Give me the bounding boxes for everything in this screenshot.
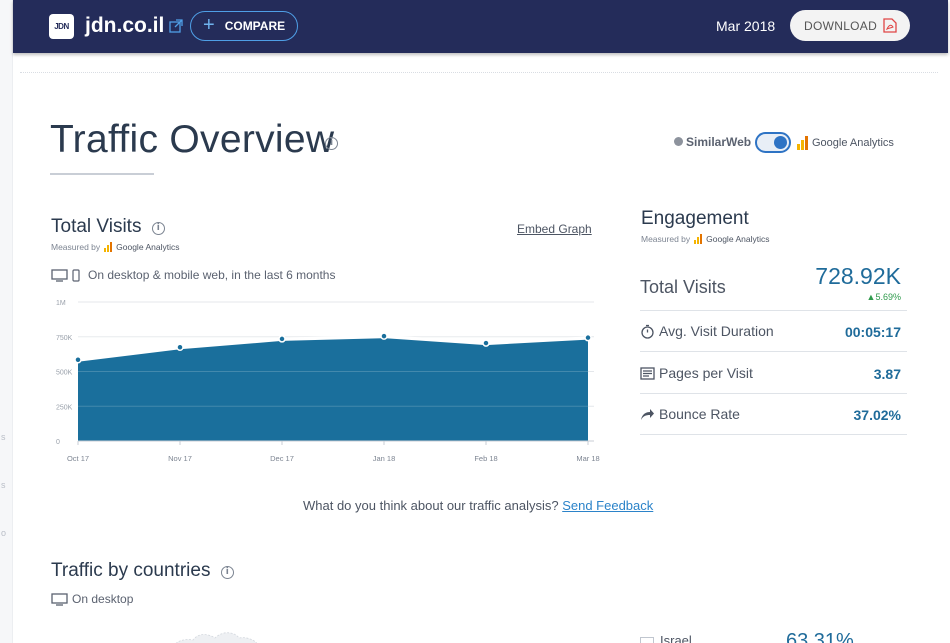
measured-by: Measured by Google Analytics: [641, 234, 770, 244]
download-label: DOWNLOAD: [804, 18, 878, 33]
row-label: Avg. Visit Duration: [640, 323, 774, 339]
compare-label: COMPARE: [224, 19, 286, 33]
desktop-icon: [51, 268, 68, 282]
data-point: [482, 339, 490, 347]
countries-scope: On desktop: [51, 592, 133, 606]
x-tick-label: Feb 18: [474, 454, 497, 463]
similarweb-icon: [674, 137, 683, 146]
x-tick-label: Dec 17: [270, 454, 294, 463]
data-point: [74, 356, 82, 364]
toggle-knob: [774, 136, 787, 149]
data-point: [278, 335, 286, 343]
plus-icon: +: [203, 14, 215, 36]
date-selector[interactable]: Mar 2018: [716, 18, 776, 34]
google-analytics-icon: [797, 136, 808, 150]
gutter-mark: s: [1, 432, 6, 442]
data-source-toggle[interactable]: [755, 132, 791, 153]
top-header: JDN jdn.co.il + COMPARE Mar 2018 DOWNLOA…: [13, 0, 948, 53]
country-name[interactable]: Israel: [660, 633, 692, 643]
measured-by: Measured by Google Analytics: [51, 242, 180, 252]
y-tick-label: 500K: [56, 370, 73, 377]
similarweb-label[interactable]: SimilarWeb: [674, 135, 751, 149]
x-tick-label: Mar 18: [576, 454, 599, 463]
x-tick-label: Oct 17: [67, 454, 89, 463]
pages-icon: [640, 366, 655, 380]
info-icon[interactable]: i: [220, 566, 234, 579]
total-visits-label: Total Visits: [640, 277, 726, 297]
left-gutter: s s o: [0, 0, 13, 643]
stopwatch-icon: [641, 324, 654, 339]
country-percentage: 63.31%: [786, 630, 854, 643]
download-button[interactable]: DOWNLOAD: [790, 10, 910, 41]
info-icon[interactable]: i: [151, 222, 165, 235]
page-title: Traffic Overview: [50, 118, 335, 161]
total-visits-title: Total Visits i: [51, 216, 165, 238]
site-logo: JDN: [49, 14, 74, 39]
change-badge: ▲5.69%: [866, 292, 901, 302]
y-tick-label: 250K: [56, 404, 73, 411]
info-icon[interactable]: i: [325, 137, 338, 150]
y-tick-label: 750K: [56, 335, 73, 342]
arrow-up-icon: ▲: [866, 292, 876, 302]
engagement-title: Engagement: [641, 208, 749, 229]
row-value: 3.87: [873, 366, 901, 382]
total-visits-value: 728.92K: [815, 263, 901, 289]
device-scope: On desktop & mobile web, in the last 6 m…: [51, 268, 335, 282]
external-link-icon[interactable]: [169, 19, 183, 33]
countries-title: Traffic by countries i: [51, 560, 234, 582]
row-value: 00:05:17: [844, 324, 901, 340]
data-point: [176, 343, 184, 352]
compare-button[interactable]: + COMPARE: [190, 11, 298, 41]
chart-line: [77, 334, 589, 362]
pdf-icon: [883, 18, 897, 33]
send-feedback-link[interactable]: Send Feedback: [562, 498, 654, 513]
gutter-mark: s: [1, 480, 6, 490]
row-value: 37.02%: [853, 407, 901, 423]
data-point: [380, 332, 388, 340]
embed-graph-link[interactable]: Embed Graph: [517, 222, 592, 236]
engagement-row-total-visits: Total Visits 728.92K ▲5.69%: [640, 262, 907, 311]
google-analytics-icon: [104, 242, 113, 252]
row-label: Bounce Rate: [640, 406, 740, 422]
engagement-row-bounce: Bounce Rate 37.02%: [640, 394, 907, 435]
google-analytics-icon: [694, 234, 703, 244]
divider: [20, 72, 938, 73]
total-visits-chart[interactable]: 0 250K 500K 750K 1M Oct 17 Nov 17 Dec 17 Jan 18 F…: [50, 292, 600, 472]
feedback-prompt: What do you think about our traffic anal…: [303, 498, 654, 513]
domain-title[interactable]: jdn.co.il: [85, 14, 165, 37]
engagement-row-pages: Pages per Visit 3.87: [640, 352, 907, 394]
israel-flag-icon: [640, 637, 654, 643]
engagement-row-duration: Avg. Visit Duration 00:05:17: [640, 311, 907, 352]
data-point: [584, 333, 592, 342]
row-label: Pages per Visit: [640, 365, 753, 381]
world-map[interactable]: [165, 624, 265, 643]
gutter-mark: o: [1, 528, 7, 538]
x-tick-label: Jan 18: [373, 454, 396, 463]
y-tick-label: 1M: [56, 300, 66, 307]
chart-area: [78, 338, 588, 441]
bounce-arrow-icon: [641, 408, 654, 420]
x-tick-label: Nov 17: [168, 454, 192, 463]
desktop-icon: [51, 592, 68, 606]
google-analytics-label[interactable]: Google Analytics: [797, 136, 894, 150]
mobile-icon: [72, 268, 80, 282]
y-tick-label: 0: [56, 439, 60, 446]
title-underline: [50, 173, 154, 175]
